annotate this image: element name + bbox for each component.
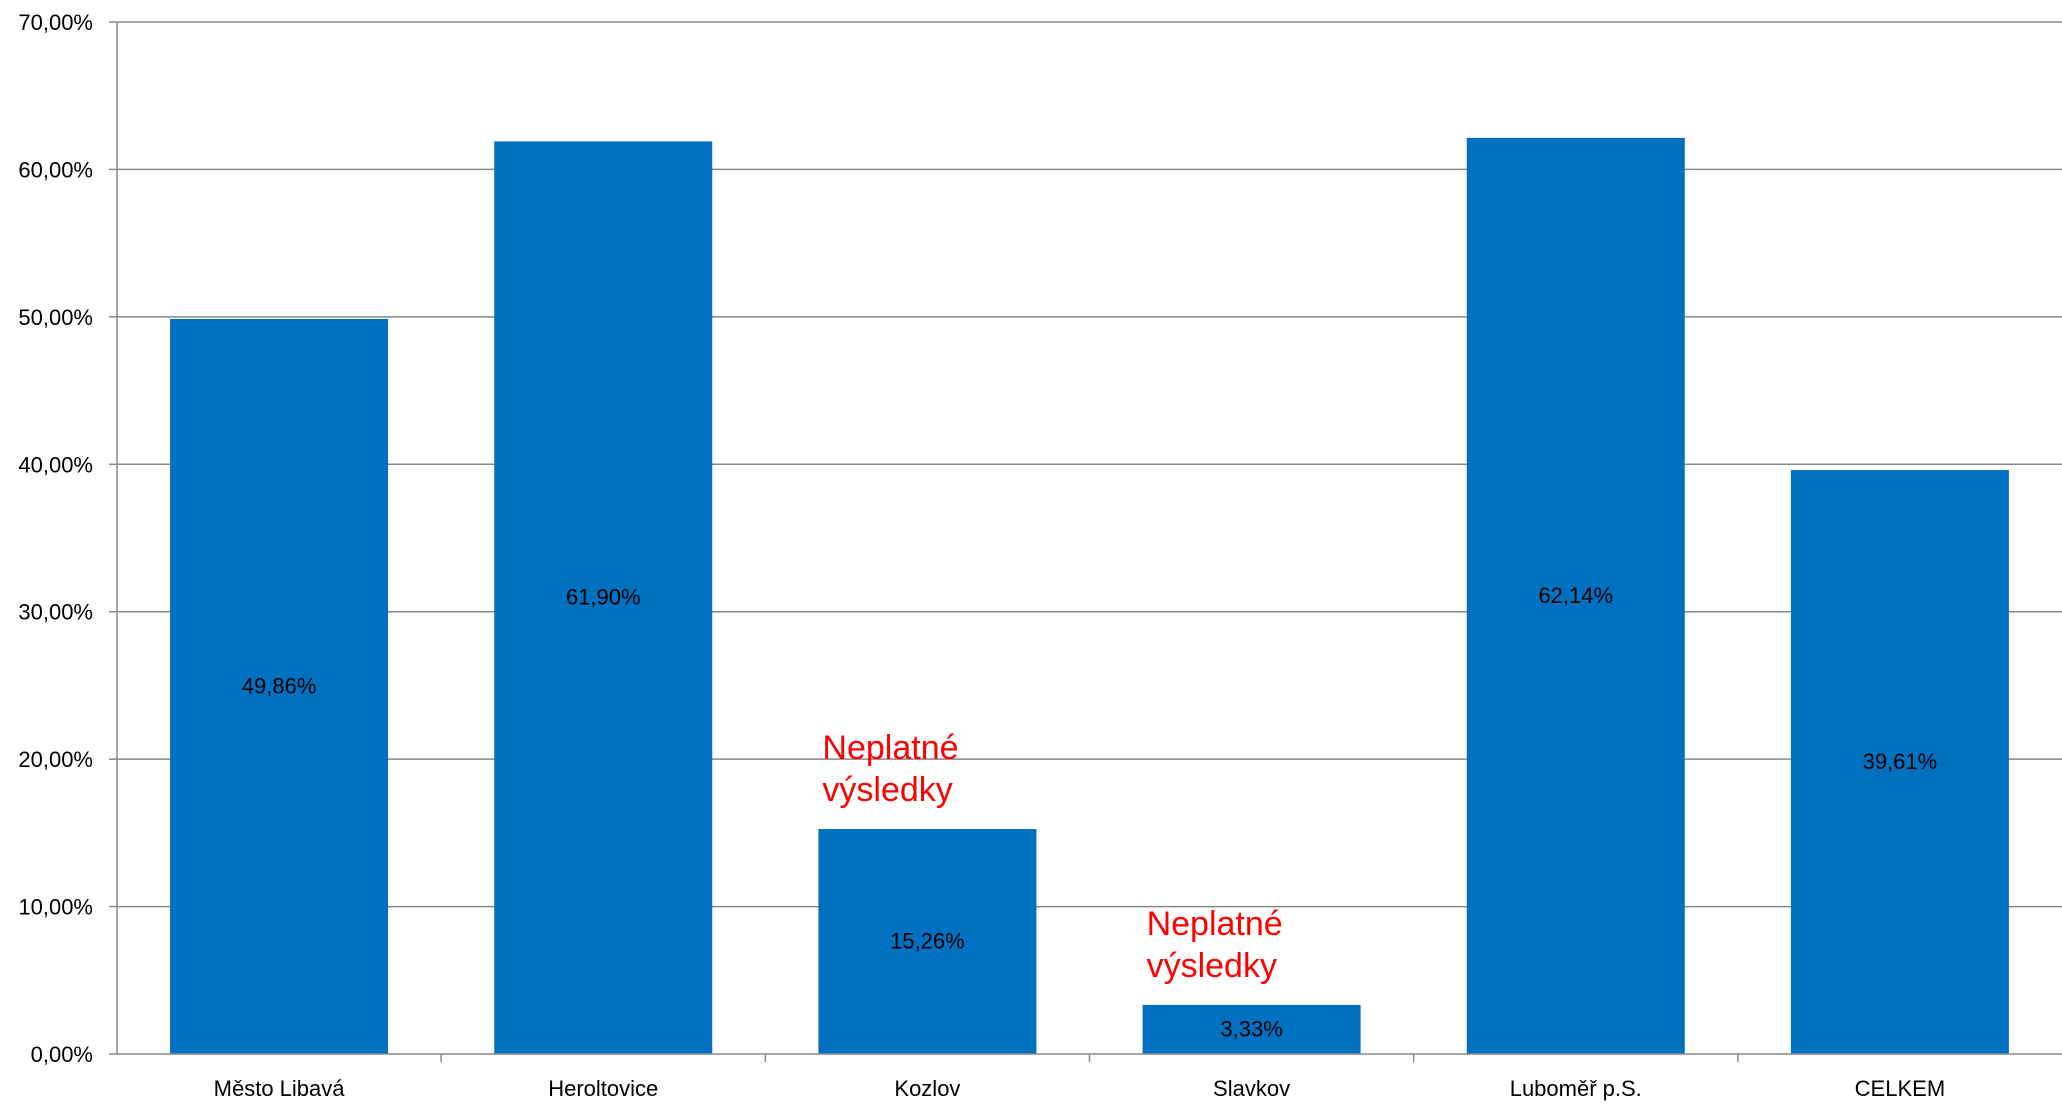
category-label-3: Slavkov bbox=[1213, 1076, 1290, 1101]
y-tick-label: 30,00% bbox=[18, 600, 93, 625]
axes bbox=[117, 22, 2062, 1054]
y-tick-label: 10,00% bbox=[18, 895, 93, 920]
y-tick-label: 0,00% bbox=[31, 1042, 93, 1067]
annotation-0-line-1: výsledky bbox=[822, 771, 952, 809]
data-label-1: 61,90% bbox=[566, 585, 641, 610]
y-tick-label: 60,00% bbox=[18, 157, 93, 182]
category-label-2: Kozlov bbox=[894, 1076, 960, 1101]
category-label-5: CELKEM bbox=[1855, 1076, 1945, 1101]
annotation-1-line-1: výsledky bbox=[1147, 947, 1277, 985]
y-tick-label: 20,00% bbox=[18, 747, 93, 772]
y-tick-label: 50,00% bbox=[18, 305, 93, 330]
gridlines bbox=[109, 22, 2062, 1062]
data-label-3: 3,33% bbox=[1220, 1016, 1282, 1041]
category-label-1: Heroltovice bbox=[548, 1076, 658, 1101]
x-category-labels: Město Libavá Heroltovice Kozlov Slavkov Lubo… bbox=[214, 1076, 1946, 1101]
annotation-0-line-0: Neplatné bbox=[822, 729, 958, 767]
category-label-4: Luboměř p.S. bbox=[1510, 1076, 1642, 1101]
y-tick-label: 40,00% bbox=[18, 452, 93, 477]
y-tick-label: 70,00% bbox=[18, 10, 93, 35]
data-label-0: 49,86% bbox=[242, 673, 317, 698]
bars bbox=[170, 138, 2009, 1054]
data-label-4: 62,14% bbox=[1538, 583, 1613, 608]
annotation-1-line-0: Neplatné bbox=[1147, 905, 1283, 943]
category-label-0: Město Libavá bbox=[214, 1076, 346, 1101]
y-tick-labels: 0,00% 10,00% 20,00% 30,00% 40,00% 50,00% 60,00… bbox=[18, 10, 93, 1067]
data-label-5: 39,61% bbox=[1863, 749, 1938, 774]
data-label-2: 15,26% bbox=[890, 929, 965, 954]
